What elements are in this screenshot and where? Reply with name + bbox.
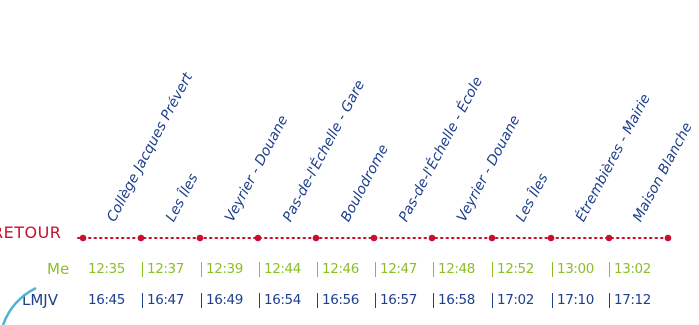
stop-dot: [137, 234, 145, 242]
time-separator: [609, 293, 610, 308]
time-me: 12:39: [206, 261, 243, 277]
stop-dot: [605, 234, 613, 242]
logo-arc-icon: [1, 286, 37, 325]
direction-label: RETOUR: [0, 223, 62, 242]
time-lmjv: 16:45: [88, 292, 125, 308]
time-me: 12:52: [497, 261, 534, 277]
time-me: 12:35: [88, 261, 125, 277]
time-lmjv: 17:02: [497, 292, 534, 308]
time-lmjv: 16:58: [438, 292, 475, 308]
time-lmjv: 16:56: [322, 292, 359, 308]
time-lmjv: 16:47: [147, 292, 184, 308]
time-separator: [259, 293, 260, 308]
time-separator: [492, 262, 493, 277]
time-separator: [201, 262, 202, 277]
time-me: 13:02: [614, 261, 651, 277]
stop-dot: [312, 234, 320, 242]
time-separator: [142, 293, 143, 308]
time-lmjv: 16:57: [380, 292, 417, 308]
time-separator: [317, 293, 318, 308]
stop-dot: [664, 234, 672, 242]
stop-dot: [488, 234, 496, 242]
stop-dot: [547, 234, 555, 242]
time-separator: [552, 293, 553, 308]
time-separator: [375, 293, 376, 308]
time-separator: [552, 262, 553, 277]
stop-dot: [196, 234, 204, 242]
time-me: 12:47: [380, 261, 417, 277]
time-lmjv: 17:12: [614, 292, 651, 308]
time-me: 12:44: [264, 261, 301, 277]
time-lmjv: 16:49: [206, 292, 243, 308]
time-me: 12:37: [147, 261, 184, 277]
time-me: 12:46: [322, 261, 359, 277]
time-separator: [317, 262, 318, 277]
time-lmjv: 17:10: [557, 292, 594, 308]
row-label-lmjv: LMJV: [22, 291, 58, 309]
time-separator: [433, 262, 434, 277]
time-me: 13:00: [557, 261, 594, 277]
time-separator: [259, 262, 260, 277]
time-separator: [375, 262, 376, 277]
row-label-me: Me: [47, 260, 70, 278]
time-me: 12:48: [438, 261, 475, 277]
stop-dot: [370, 234, 378, 242]
time-separator: [201, 293, 202, 308]
stop-dot: [428, 234, 436, 242]
stop-dot: [79, 234, 87, 242]
time-separator: [142, 262, 143, 277]
stop-dot: [254, 234, 262, 242]
time-lmjv: 16:54: [264, 292, 301, 308]
time-separator: [492, 293, 493, 308]
time-separator: [609, 262, 610, 277]
time-separator: [433, 293, 434, 308]
